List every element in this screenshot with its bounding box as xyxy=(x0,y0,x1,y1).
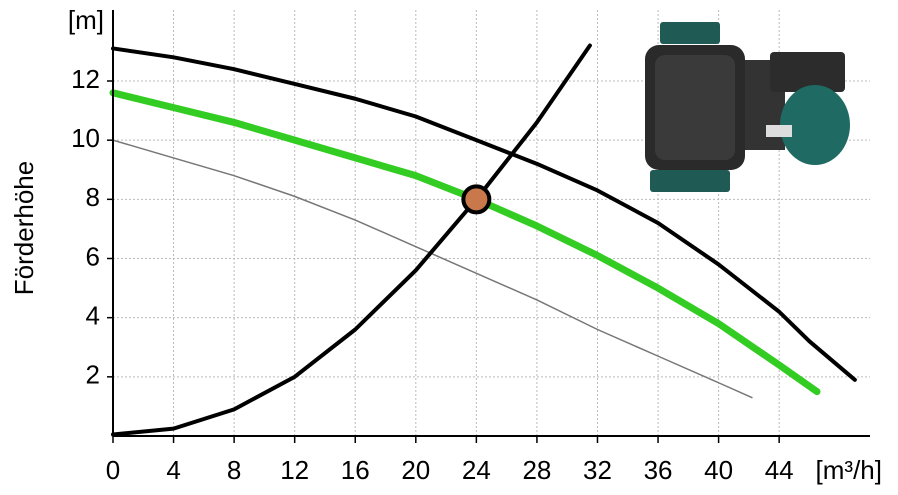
y-tick-label: 12 xyxy=(71,64,100,94)
x-tick-label: 44 xyxy=(765,455,794,485)
pump-badge xyxy=(766,125,792,137)
pump-body-face xyxy=(655,55,735,160)
pump-flange-bottom xyxy=(650,170,730,192)
x-tick-label: 20 xyxy=(401,455,430,485)
y-tick-label: 10 xyxy=(71,123,100,153)
x-unit: [m³/h] xyxy=(816,455,882,485)
operating-point xyxy=(463,186,489,212)
y-tick-label: 2 xyxy=(86,360,100,390)
x-tick-label: 28 xyxy=(522,455,551,485)
x-tick-label: 12 xyxy=(280,455,309,485)
x-tick-label: 0 xyxy=(106,455,120,485)
y-unit: [m] xyxy=(68,5,104,35)
x-tick-label: 32 xyxy=(583,455,612,485)
x-tick-label: 8 xyxy=(227,455,241,485)
x-tick-label: 16 xyxy=(341,455,370,485)
x-tick-label: 36 xyxy=(644,455,673,485)
pump-flange-top xyxy=(660,22,720,44)
x-tick-label: 40 xyxy=(704,455,733,485)
y-axis-label: Förderhöhe xyxy=(9,161,39,295)
y-tick-label: 8 xyxy=(86,182,100,212)
x-tick-label: 4 xyxy=(166,455,180,485)
chart: [m] [m³/h] Förderhöhe 048121620242832364… xyxy=(0,0,898,495)
y-tick-label: 6 xyxy=(86,241,100,271)
x-tick-label: 24 xyxy=(462,455,491,485)
y-tick-label: 4 xyxy=(86,301,100,331)
